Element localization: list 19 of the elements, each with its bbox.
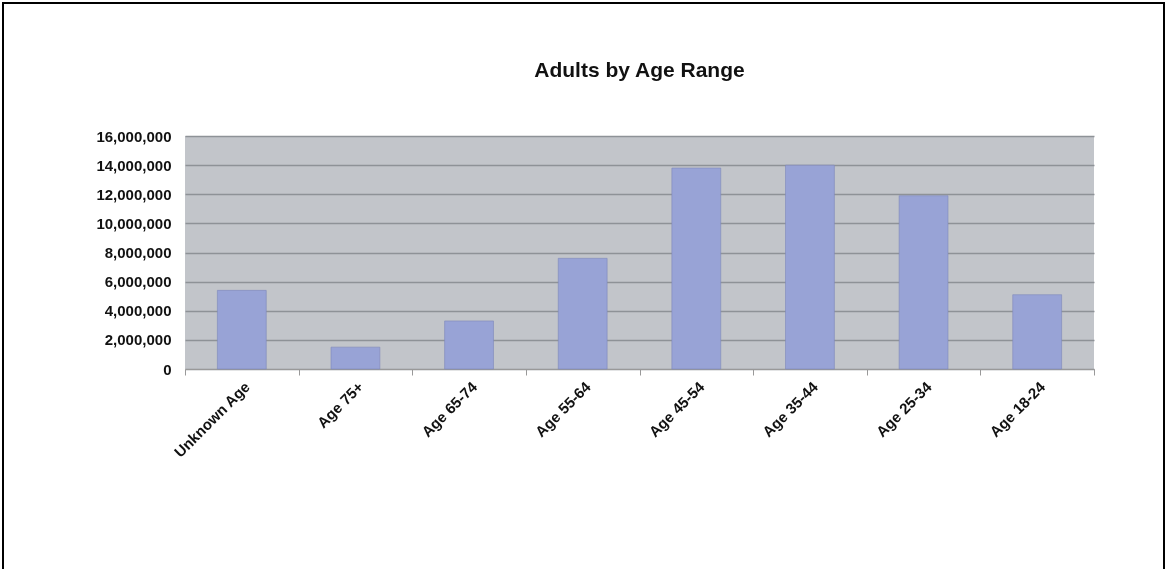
chart-title: Adults by Age Range bbox=[534, 58, 745, 81]
y-tick-label: 0 bbox=[163, 360, 172, 378]
y-tick-label: 6,000,000 bbox=[104, 273, 172, 291]
bar bbox=[444, 320, 494, 370]
y-tick-label: 12,000,000 bbox=[96, 185, 172, 203]
x-tick-label: Age 75+ bbox=[313, 377, 367, 432]
y-tick-label: 2,000,000 bbox=[104, 331, 172, 349]
bar bbox=[671, 167, 722, 370]
bar bbox=[785, 164, 835, 370]
y-tick-label: 16,000,000 bbox=[96, 127, 172, 145]
y-tick-label: 10,000,000 bbox=[96, 214, 172, 232]
bar bbox=[217, 290, 267, 370]
bar bbox=[898, 195, 949, 370]
bar bbox=[1012, 294, 1062, 370]
y-tick-label: 14,000,000 bbox=[96, 156, 172, 174]
y-tick-label: 8,000,000 bbox=[104, 244, 172, 261]
y-tick-label: 4,000,000 bbox=[104, 302, 172, 320]
bar bbox=[557, 258, 608, 370]
bar bbox=[330, 346, 381, 370]
